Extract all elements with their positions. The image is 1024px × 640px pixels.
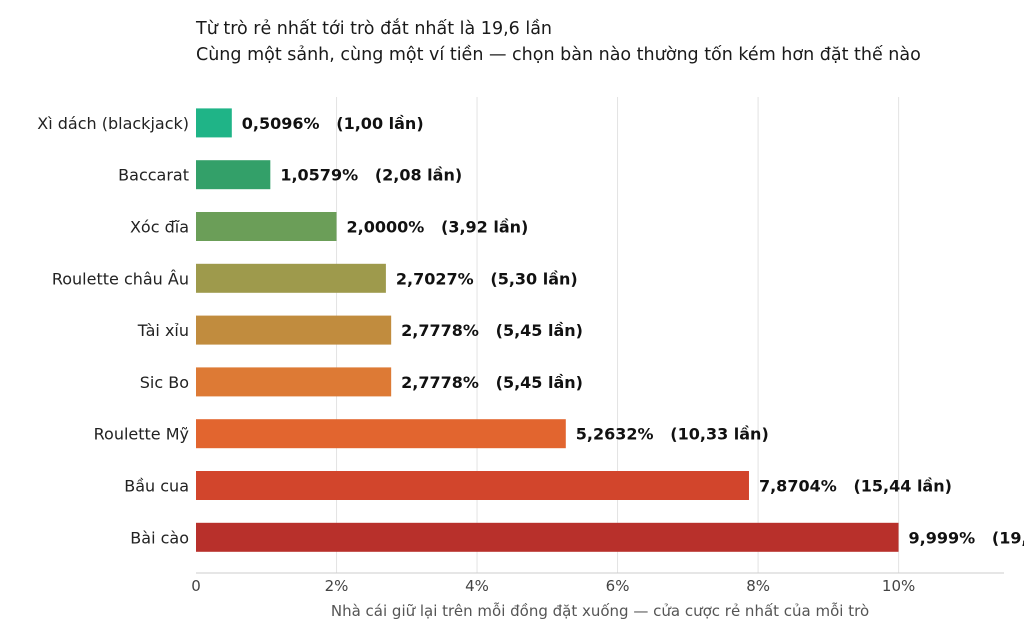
- x-tick-label: 4%: [465, 577, 489, 595]
- chart-title: Từ trò rẻ nhất tới trò đắt nhất là 19,6 …: [196, 19, 553, 39]
- category-label: Baccarat: [118, 166, 189, 185]
- data-label: 0,5096% (1,00 lần): [242, 114, 424, 133]
- data-label: 7,8704% (15,44 lần): [759, 477, 952, 496]
- x-tick-label: 10%: [882, 577, 915, 595]
- bar: [196, 263, 386, 293]
- x-axis-title: Nhà cái giữ lại trên mỗi đồng đặt xuống …: [331, 602, 869, 620]
- data-label: 2,7778% (5,45 lần): [401, 321, 583, 340]
- category-label: Roulette châu Âu: [52, 269, 189, 288]
- bar: [196, 315, 392, 345]
- x-tick-label: 2%: [325, 577, 349, 595]
- bar: [196, 471, 749, 500]
- data-label: 2,0000% (3,92 lần): [347, 218, 529, 237]
- bars: [196, 108, 899, 552]
- labels: 0 2% 4% 6% 8% 10% Xì dách (blackjack) 0,5096% (…: [37, 114, 1024, 595]
- bar: [196, 419, 566, 449]
- category-label: Xóc đĩa: [130, 218, 189, 237]
- data-label: 1,0579% (2,08 lần): [280, 166, 462, 185]
- bar: [196, 522, 899, 552]
- category-label: Bài cào: [130, 528, 189, 547]
- x-tick-label: 0: [191, 577, 201, 595]
- category-label: Tài xỉu: [137, 321, 189, 340]
- x-tick-label: 6%: [606, 577, 630, 595]
- bar: [196, 212, 337, 241]
- category-label: Xì dách (blackjack): [37, 114, 189, 133]
- bar: [196, 160, 271, 190]
- data-label: 5,2632% (10,33 lần): [576, 425, 769, 444]
- category-label: Sic Bo: [140, 373, 189, 392]
- category-label: Roulette Mỹ: [94, 425, 189, 444]
- category-label: Bầu cua: [124, 477, 189, 496]
- bar: [196, 108, 232, 138]
- chart-subtitle: Cùng một sảnh, cùng một ví tiền — chọn b…: [196, 45, 921, 65]
- data-label: 2,7027% (5,30 lần): [396, 269, 578, 288]
- bar: [196, 367, 392, 397]
- data-label: 9,999% (19,62 lần): [909, 528, 1024, 547]
- x-tick-label: 8%: [746, 577, 770, 595]
- data-label: 2,7778% (5,45 lần): [401, 373, 583, 392]
